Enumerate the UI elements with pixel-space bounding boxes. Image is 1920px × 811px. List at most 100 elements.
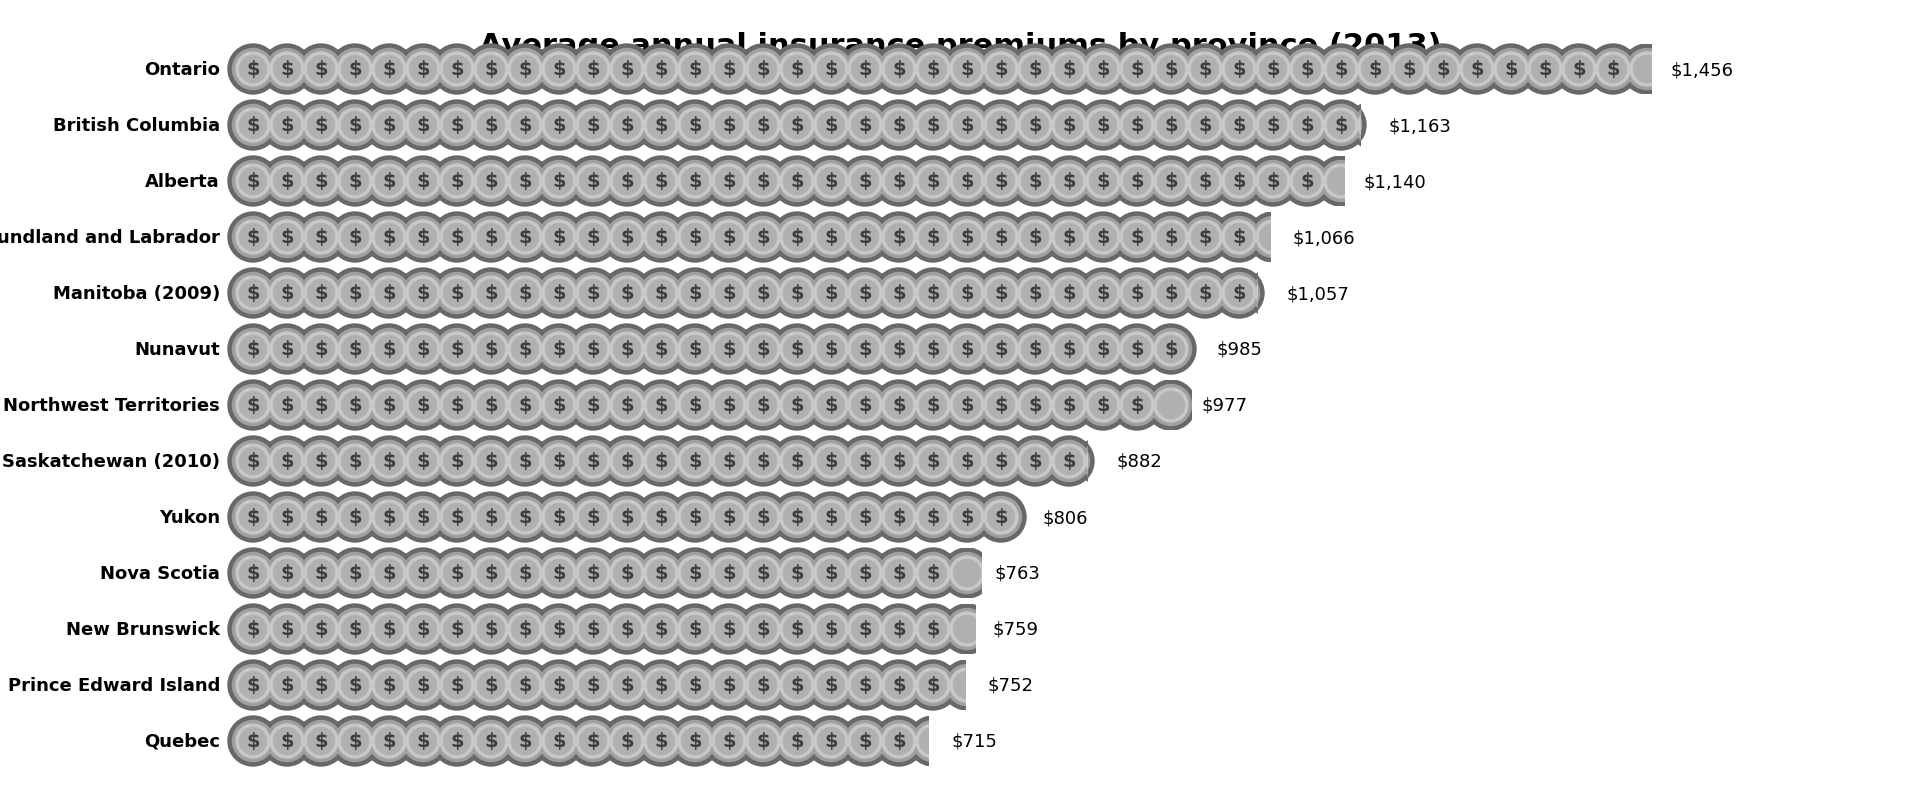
Circle shape (467, 380, 516, 431)
Circle shape (376, 392, 403, 419)
Circle shape (474, 556, 509, 590)
Circle shape (814, 556, 849, 590)
Circle shape (975, 380, 1025, 431)
Circle shape (1181, 212, 1231, 263)
Circle shape (908, 604, 958, 654)
Circle shape (342, 336, 369, 363)
Circle shape (987, 448, 1014, 475)
Circle shape (296, 436, 346, 487)
Circle shape (1077, 380, 1129, 431)
Circle shape (1018, 444, 1052, 478)
Circle shape (983, 500, 1018, 534)
Text: $: $ (586, 340, 599, 359)
Circle shape (603, 157, 653, 207)
Text: $: $ (449, 172, 465, 191)
Text: $: $ (449, 340, 465, 359)
Circle shape (478, 113, 505, 139)
Circle shape (1290, 165, 1325, 199)
Circle shape (1192, 169, 1219, 195)
Text: $: $ (1096, 396, 1110, 415)
Circle shape (908, 436, 958, 487)
Circle shape (369, 441, 409, 482)
Text: $: $ (553, 340, 566, 359)
Text: $: $ (620, 732, 634, 750)
Circle shape (228, 492, 278, 543)
Circle shape (749, 392, 776, 419)
Circle shape (271, 333, 303, 367)
Circle shape (1248, 45, 1298, 95)
Circle shape (534, 716, 584, 766)
Circle shape (981, 161, 1021, 202)
Circle shape (885, 560, 912, 587)
Text: $: $ (1300, 61, 1313, 79)
Circle shape (545, 560, 572, 587)
Circle shape (1213, 101, 1263, 151)
Circle shape (1185, 329, 1225, 370)
Circle shape (611, 333, 643, 367)
Circle shape (983, 165, 1018, 199)
Circle shape (1354, 105, 1396, 146)
Circle shape (505, 161, 545, 202)
Circle shape (365, 45, 415, 95)
Circle shape (641, 497, 682, 538)
Circle shape (1146, 324, 1196, 375)
Text: $: $ (893, 172, 906, 191)
Circle shape (474, 724, 509, 758)
Circle shape (780, 444, 814, 478)
Circle shape (674, 497, 716, 538)
Text: $: $ (824, 340, 837, 359)
Text: $: $ (824, 61, 837, 79)
Circle shape (467, 212, 516, 263)
Text: $: $ (348, 228, 361, 247)
Circle shape (376, 57, 403, 84)
Circle shape (943, 548, 993, 599)
Text: $: $ (1029, 340, 1043, 359)
Circle shape (614, 616, 641, 642)
Text: $: $ (655, 452, 668, 471)
Circle shape (783, 727, 810, 754)
Circle shape (376, 560, 403, 587)
Circle shape (1048, 441, 1089, 482)
Circle shape (403, 721, 444, 762)
Circle shape (303, 333, 338, 367)
Circle shape (607, 329, 647, 370)
Circle shape (670, 716, 720, 766)
Circle shape (954, 504, 981, 531)
Circle shape (580, 616, 607, 642)
Text: $: $ (655, 564, 668, 583)
Circle shape (705, 660, 755, 710)
Circle shape (1010, 436, 1060, 487)
Circle shape (975, 324, 1025, 375)
Text: $: $ (280, 284, 294, 303)
Circle shape (397, 157, 447, 207)
Circle shape (814, 500, 849, 534)
Circle shape (576, 668, 611, 702)
Circle shape (369, 329, 409, 370)
Circle shape (950, 333, 983, 367)
Circle shape (814, 668, 849, 702)
Circle shape (614, 560, 641, 587)
Text: $: $ (824, 452, 837, 471)
Circle shape (568, 492, 618, 543)
Circle shape (780, 556, 814, 590)
Circle shape (614, 504, 641, 531)
Circle shape (1146, 212, 1196, 263)
Text: $: $ (484, 396, 497, 415)
Circle shape (1225, 169, 1252, 195)
Circle shape (342, 616, 369, 642)
Circle shape (474, 500, 509, 534)
Circle shape (947, 217, 987, 258)
Circle shape (780, 53, 814, 87)
Circle shape (432, 660, 482, 710)
Circle shape (1357, 53, 1392, 87)
Text: $: $ (553, 228, 566, 247)
Circle shape (1010, 45, 1060, 95)
Circle shape (845, 721, 885, 762)
Circle shape (874, 716, 924, 766)
Circle shape (228, 157, 278, 207)
Circle shape (307, 224, 334, 251)
Circle shape (916, 221, 950, 255)
Circle shape (708, 721, 749, 762)
Circle shape (954, 113, 981, 139)
Text: $: $ (960, 172, 973, 191)
